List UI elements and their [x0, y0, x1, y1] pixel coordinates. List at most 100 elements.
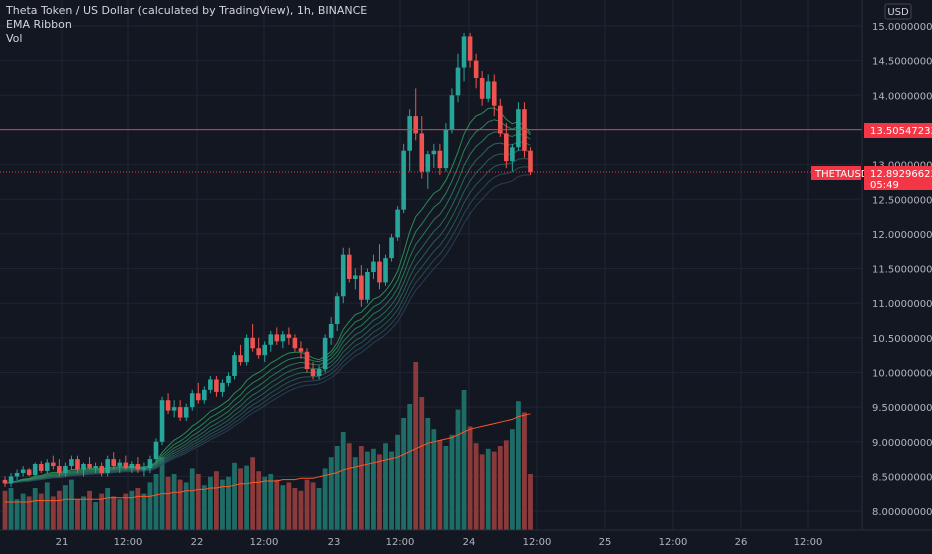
candle	[491, 74, 497, 117]
candle	[238, 344, 243, 366]
candle	[353, 268, 358, 290]
volume-bar	[425, 418, 431, 530]
candle-body	[26, 469, 32, 476]
volume-bar	[473, 443, 479, 530]
candle-body	[268, 334, 274, 345]
candle-body	[250, 337, 255, 349]
candle-body	[292, 337, 298, 349]
ema-ribbon-line	[4, 107, 531, 484]
volume-bar	[286, 482, 292, 530]
candle-body	[262, 344, 268, 356]
candle-body	[208, 379, 213, 390]
candle	[504, 123, 509, 169]
alert-price-label[interactable]: 13.50547233	[864, 123, 932, 138]
chart-title[interactable]: Theta Token / US Dollar (calculated by T…	[6, 4, 368, 17]
volume-bar	[111, 496, 117, 530]
candle	[437, 143, 443, 175]
candle-body	[431, 150, 437, 155]
candle-body	[63, 466, 68, 473]
indicator-volume[interactable]: Vol	[6, 32, 23, 45]
candle-body	[389, 237, 394, 259]
candle-body	[328, 323, 334, 338]
x-tick-label: 25	[599, 537, 612, 548]
x-tick-label: 12:00	[794, 537, 823, 548]
candle	[407, 109, 412, 172]
volume-bar	[183, 482, 189, 530]
volume-bar	[135, 488, 141, 530]
candle-body	[449, 95, 455, 130]
volume-bar	[383, 443, 388, 530]
candle-body	[298, 348, 304, 352]
volume-bar	[352, 457, 358, 530]
volume-bar	[516, 401, 521, 530]
candle-body	[123, 462, 129, 469]
candle-body	[165, 400, 171, 411]
time-axis[interactable]: 21 12:00 22 12:00 23 12:00 24 12:00 25 12:00 26 12:…	[56, 537, 823, 548]
candle	[177, 400, 183, 422]
candle	[165, 393, 171, 415]
currency-badge[interactable]: USD	[884, 3, 912, 20]
candle	[292, 334, 298, 352]
volume-bar	[26, 496, 32, 530]
candle-body	[516, 109, 521, 148]
candle-body	[87, 463, 92, 469]
symbol-label: THETAUSD	[814, 169, 869, 180]
volume-bar	[44, 482, 50, 530]
candle	[244, 334, 249, 366]
candle	[250, 323, 255, 352]
ema-ribbon-line	[4, 119, 531, 484]
candle-body	[93, 466, 98, 469]
volume-bar	[443, 446, 449, 530]
volume-bar	[365, 451, 370, 530]
candle-body	[129, 463, 135, 469]
candle	[226, 372, 231, 387]
grid	[0, 0, 862, 530]
volume-bar	[171, 474, 177, 530]
volume-bar	[207, 476, 213, 530]
candles	[2, 32, 533, 487]
volume-bar	[419, 397, 425, 530]
symbol-price-tag[interactable]: THETAUSD 12.89296623 05:49	[811, 166, 932, 191]
candle-body	[286, 334, 292, 338]
candle-body	[316, 369, 322, 376]
volume-bar	[81, 496, 86, 530]
candle-body	[117, 462, 123, 467]
indicator-ema-ribbon[interactable]: EMA Ribbon	[6, 18, 72, 31]
volume-bar	[214, 471, 219, 530]
candle	[32, 462, 38, 477]
volume-bar	[99, 493, 105, 530]
candle	[340, 247, 346, 304]
volume-bar	[467, 426, 473, 530]
candle-body	[220, 382, 225, 392]
candle-body	[491, 81, 497, 106]
candle-body	[81, 463, 86, 470]
candle	[69, 455, 74, 470]
candle-body	[274, 334, 280, 342]
candle	[262, 341, 268, 363]
volume-bar	[87, 490, 92, 530]
y-tick-label: 9.50000000	[872, 403, 932, 414]
candle-body	[461, 36, 467, 68]
volume-bar	[479, 454, 485, 530]
candle-body	[407, 116, 412, 151]
volume-bar	[292, 488, 298, 530]
volume-bar	[244, 465, 249, 530]
volume-bar	[195, 474, 201, 530]
candle-body	[189, 393, 195, 408]
candle-body	[8, 476, 14, 484]
candle	[8, 472, 14, 487]
volume-bar	[328, 457, 334, 530]
candle	[20, 466, 26, 477]
candle-body	[135, 463, 141, 470]
candle	[455, 53, 461, 103]
volume-bar	[226, 476, 231, 530]
volume-bar	[298, 490, 304, 530]
candle-body	[57, 466, 62, 473]
candle-body	[14, 472, 20, 477]
candle	[528, 147, 533, 175]
volume-bar	[316, 488, 322, 530]
volume-bar	[14, 499, 20, 530]
price-axis[interactable]: 15.0000000014.5000000014.0000000013.5000…	[872, 22, 932, 518]
